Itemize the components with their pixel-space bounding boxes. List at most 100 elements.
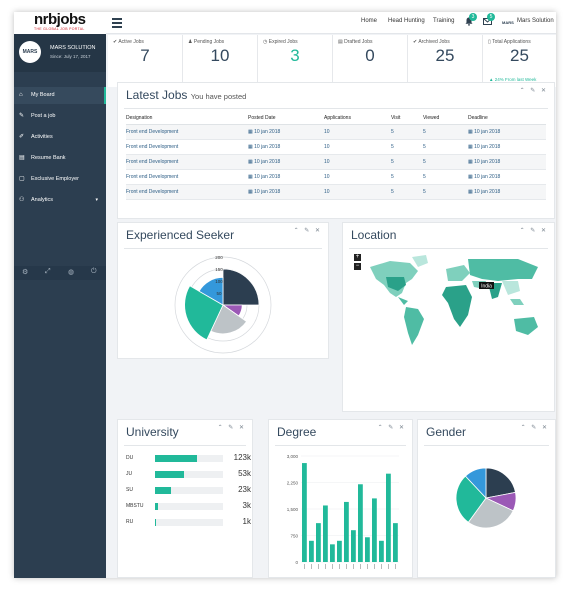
stat-drafted-jobs[interactable]: ▤ Drafted Jobs 0: [332, 35, 407, 87]
table-cell[interactable]: Front end Development: [126, 154, 248, 170]
seeker-segment[interactable]: [198, 276, 224, 306]
degree-bar[interactable]: [393, 523, 398, 562]
sidebar-item-analytics[interactable]: ⚇ Analytics ▾: [14, 192, 106, 209]
account-menu[interactable]: Mars Solution: [517, 18, 554, 24]
university-row[interactable]: DU 123k: [126, 453, 251, 463]
y-tick-label: 750: [290, 534, 298, 539]
university-name: SU: [126, 487, 133, 493]
zoom-out-button[interactable]: −: [354, 263, 361, 270]
gender-slice[interactable]: [485, 467, 516, 499]
degree-bar[interactable]: [358, 484, 363, 562]
university-row[interactable]: JU 53k: [126, 469, 251, 479]
degree-bar[interactable]: [323, 505, 328, 562]
panel-tools[interactable]: ⌃ ✎ ✕: [519, 88, 548, 94]
university-row[interactable]: MBSTU 3k: [126, 501, 251, 511]
world-map[interactable]: India: [368, 253, 548, 353]
degree-bar[interactable]: [379, 540, 384, 562]
gender-slice[interactable]: [464, 467, 487, 500]
bar-fill: [155, 455, 198, 462]
jobs-table: Designation Posted Date Applications Vis…: [126, 112, 546, 200]
sidebar-item-my-board[interactable]: ⌂ My Board: [14, 87, 106, 104]
table-cell: 10: [324, 184, 391, 200]
gender-slice[interactable]: [467, 497, 514, 529]
degree-bar[interactable]: [330, 544, 335, 562]
degree-bar[interactable]: [316, 523, 321, 562]
col-header[interactable]: Designation: [126, 112, 248, 125]
table-row[interactable]: Front end Development ▦ 10 jan 2018 10 5 5 ▦ …: [126, 154, 546, 170]
table-cell[interactable]: Front end Development: [126, 124, 248, 140]
seeker-segment[interactable]: [184, 285, 224, 341]
employer-icon: ▢: [19, 176, 25, 182]
sidebar-item-label: Analytics: [31, 197, 54, 203]
university-value: 53k: [238, 469, 251, 478]
university-row[interactable]: RU 1k: [126, 517, 251, 527]
table-row[interactable]: Front end Development ▦ 10 jan 2018 10 5 5 ▦ …: [126, 169, 546, 185]
seeker-segment[interactable]: [222, 268, 260, 306]
degree-bar[interactable]: [337, 540, 342, 562]
bar-fill: [155, 503, 158, 510]
stat-pending-jobs[interactable]: ♟ Pending Jobs 10: [182, 35, 257, 87]
table-row[interactable]: Front end Development ▦ 10 jan 2018 10 5 5 ▦ …: [126, 184, 546, 200]
degree-bar[interactable]: [372, 498, 377, 562]
avatar[interactable]: MARS: [19, 41, 41, 63]
university-name: JU: [126, 471, 133, 477]
panel-tools[interactable]: ⌃ ✎ ✕: [520, 425, 549, 431]
gender-slice[interactable]: [455, 475, 487, 523]
location-panel: Location ⌃ ✎ ✕ + − India: [342, 222, 555, 412]
degree-bar[interactable]: [302, 463, 307, 562]
table-cell[interactable]: Front end Development: [126, 184, 248, 200]
panel-tools[interactable]: ⌃ ✎ ✕: [217, 425, 246, 431]
sidebar-item-activities[interactable]: ✐ Activities: [14, 129, 106, 146]
nav-training[interactable]: Training: [433, 18, 455, 24]
degree-bar[interactable]: [365, 537, 370, 562]
nav-home[interactable]: Home: [361, 18, 378, 24]
degree-bar[interactable]: [344, 501, 349, 562]
col-header[interactable]: Visit: [391, 112, 423, 125]
map-tooltip: India: [481, 284, 492, 290]
panel-tools[interactable]: ⌃ ✎ ✕: [293, 228, 322, 234]
university-value: 3k: [242, 501, 251, 510]
cell-text: 10 jan 2018: [474, 143, 501, 150]
bar-track: [155, 487, 223, 494]
stat-expired-jobs[interactable]: ◷ Expired Jobs 3: [257, 35, 332, 87]
sidebar-item-exclusive-employer[interactable]: ▢ Exclusive Employer: [14, 171, 106, 188]
table-cell: 5: [423, 154, 468, 170]
home-icon: ⌂: [19, 92, 23, 98]
table-cell[interactable]: Front end Development: [126, 169, 248, 185]
stat-total-applications[interactable]: ▯ Total Applications 25 ▲ 24% From last We…: [482, 35, 556, 87]
stat-label: Pending Jobs: [193, 39, 225, 45]
visibility-icon[interactable]: ◍: [68, 269, 75, 276]
table-row[interactable]: Front end Development ▦ 10 jan 2018 10 5 5 ▦ …: [126, 124, 546, 140]
zoom-in-button[interactable]: +: [354, 254, 361, 261]
draft-icon: ▤: [338, 39, 345, 45]
power-icon[interactable]: ⏻: [91, 268, 97, 275]
gear-icon[interactable]: ⚙: [22, 269, 29, 276]
sidebar-item-resume-bank[interactable]: ▤ Resume Bank: [14, 150, 106, 167]
col-header[interactable]: Deadline: [468, 112, 546, 125]
table-cell: 5: [391, 139, 423, 155]
fullscreen-icon[interactable]: ⤢: [45, 268, 51, 275]
table-cell: 5: [391, 154, 423, 170]
menu-toggle-icon[interactable]: [112, 18, 122, 28]
panel-tools[interactable]: ⌃ ✎ ✕: [519, 228, 548, 234]
col-header[interactable]: Viewed: [423, 112, 468, 125]
check-icon: ✔: [113, 39, 119, 45]
stat-active-jobs[interactable]: ✔ Active Jobs 7: [108, 35, 182, 87]
nav-head-hunting[interactable]: Head Hunting: [388, 18, 425, 24]
stat-label: Drafted Jobs: [344, 39, 373, 45]
degree-bar[interactable]: [351, 530, 356, 562]
panel-tools[interactable]: ⌃ ✎ ✕: [377, 425, 406, 431]
stat-archived-jobs[interactable]: ✔ Archived Jobs 25: [407, 35, 482, 87]
account-badge: MARS: [502, 20, 514, 25]
degree-bar[interactable]: [386, 473, 391, 562]
university-row[interactable]: SU 23k: [126, 485, 251, 495]
brand-logo[interactable]: nrbjobs THE GLOBAL JOB PORTAL: [14, 12, 106, 34]
polar-ring: [174, 256, 272, 354]
cell-text: Front end Development: [126, 188, 179, 195]
sidebar-item-post-job[interactable]: ✎ Post a job: [14, 108, 106, 125]
col-header[interactable]: Applications: [324, 112, 391, 125]
table-row[interactable]: Front end Development ▦ 10 jan 2018 10 5 5 ▦ …: [126, 139, 546, 155]
table-cell[interactable]: Front end Development: [126, 139, 248, 155]
degree-bar[interactable]: [309, 540, 314, 562]
col-header[interactable]: Posted Date: [248, 112, 324, 125]
